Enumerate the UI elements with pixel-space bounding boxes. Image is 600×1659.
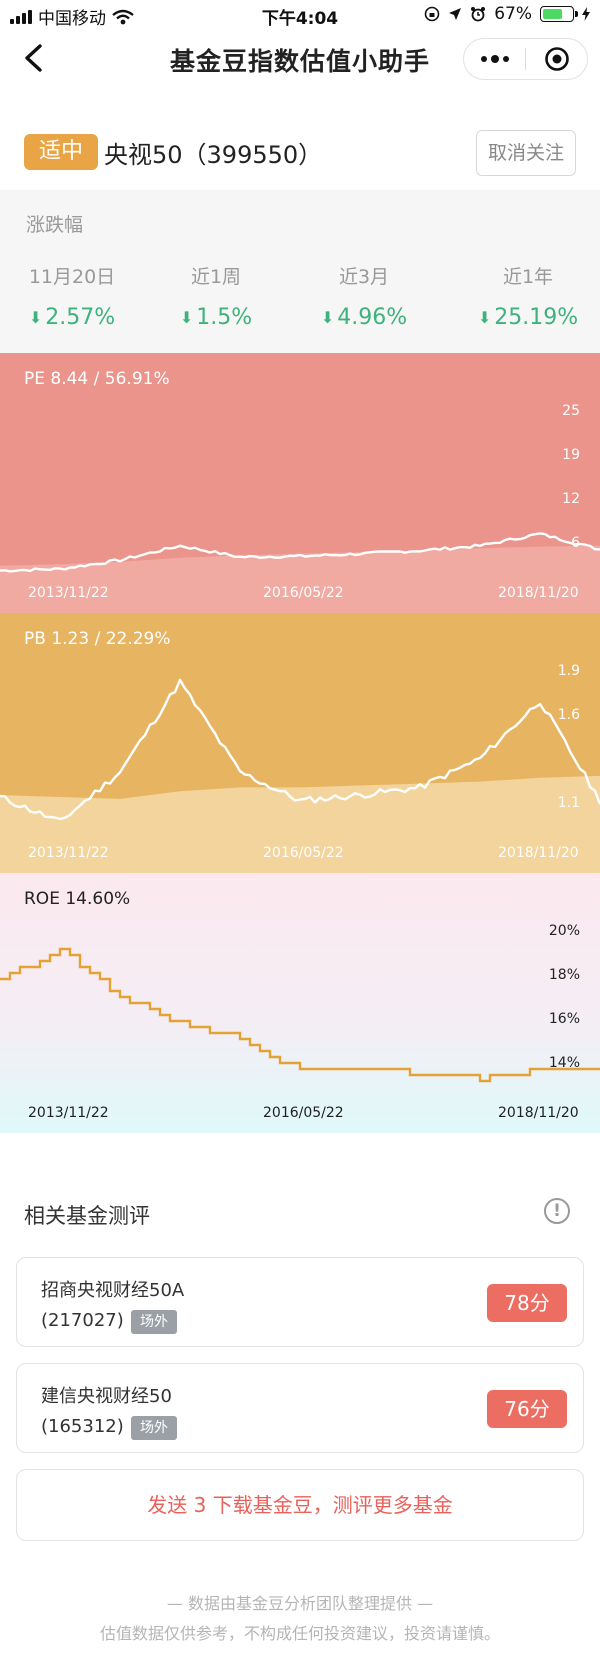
roe-chart-svg xyxy=(0,873,600,1133)
change-value: 25.19% xyxy=(494,305,579,330)
change-value: 4.96% xyxy=(337,305,408,330)
arrow-down-icon: ⬇ xyxy=(179,308,194,327)
mid-valuation-band xyxy=(0,613,600,799)
series-line xyxy=(0,532,600,573)
change-period: 近1年 xyxy=(502,266,554,288)
change-value: 2.57% xyxy=(45,305,116,330)
pb-xtick: 2016/05/22 xyxy=(263,845,344,861)
pb-ytick: 1.6 xyxy=(557,707,580,723)
change-period: 近3月 xyxy=(338,266,390,288)
signal-icon xyxy=(10,9,32,24)
fund-name: 招商央视财经50A xyxy=(41,1280,185,1301)
fund-tag: 场外 xyxy=(131,1310,177,1334)
location-icon xyxy=(449,8,462,20)
change-panel: 涨跌幅 11月20日 ⬇ 2.57% 近1周 ⬇ 1.5% 近3月 ⬇ 4.96% 近… xyxy=(0,190,600,353)
pb-xtick: 2018/11/20 xyxy=(498,845,579,861)
valuation-badge: 适中 xyxy=(24,134,98,170)
charging-icon xyxy=(582,7,590,21)
close-miniprogram-button[interactable] xyxy=(526,39,587,79)
page-title: 基金豆指数估值小助手 xyxy=(169,47,430,76)
battery-percent: 67% xyxy=(494,4,532,24)
index-header: 适中 央视50（399550） 取消关注 xyxy=(0,130,600,180)
chart-background xyxy=(0,873,600,1133)
pe-xtick: 2016/05/22 xyxy=(263,585,344,601)
change-item: 近3月 ⬇ 4.96% xyxy=(294,262,434,330)
pe-chart-svg xyxy=(0,353,600,613)
pe-ytick: 12 xyxy=(562,491,580,507)
pb-xtick: 2013/11/22 xyxy=(28,845,109,861)
change-period: 11月20日 xyxy=(28,266,116,288)
arrow-down-icon: ⬇ xyxy=(477,308,492,327)
share-download-button[interactable]: 发送 3 下载基金豆，测评更多基金 xyxy=(16,1469,584,1541)
series-line xyxy=(0,947,600,1083)
pe-ytick: 25 xyxy=(562,403,580,419)
arrow-down-icon: ⬇ xyxy=(320,308,335,327)
change-period: 近1周 xyxy=(190,266,242,288)
fund-score: 76分 xyxy=(487,1390,567,1428)
change-item: 近1年 ⬇ 25.19% xyxy=(458,262,598,330)
fund-code: (165312) xyxy=(41,1416,124,1437)
change-item: 近1周 ⬇ 1.5% xyxy=(146,262,286,330)
lock-rotation-icon xyxy=(424,6,440,22)
target-icon xyxy=(544,47,569,71)
roe-chart-label: ROE 14.60% xyxy=(24,889,131,909)
roe-chart: ROE 14.60% 20% 18% 16% 14% 2013/11/22 20… xyxy=(0,873,600,1133)
back-icon[interactable] xyxy=(14,38,54,78)
fund-card[interactable]: 招商央视财经50A (217027) 场外 78分 xyxy=(16,1257,584,1347)
pb-chart-svg xyxy=(0,613,600,873)
fund-card[interactable]: 建信央视财经50 (165312) 场外 76分 xyxy=(16,1363,584,1453)
roe-ytick: 14% xyxy=(548,1055,580,1071)
pe-xtick: 2018/11/20 xyxy=(498,585,579,601)
arrow-down-icon: ⬇ xyxy=(28,308,43,327)
roe-ytick: 16% xyxy=(548,1011,580,1027)
pe-chart-label: PE 8.44 / 56.91% xyxy=(24,369,170,389)
pb-ytick: 1.9 xyxy=(557,663,580,679)
pe-chart: PE 8.44 / 56.91% 25 19 12 6 2013/11/22 2… xyxy=(0,353,600,613)
pe-ytick: 19 xyxy=(562,447,580,463)
status-bar: 中国移动 下午4:04 67% xyxy=(0,0,600,30)
index-name: 央视50（399550） xyxy=(104,141,323,169)
change-label: 涨跌幅 xyxy=(26,214,84,236)
fund-score: 78分 xyxy=(487,1284,567,1322)
alarm-icon xyxy=(471,7,486,22)
roe-xtick: 2016/05/22 xyxy=(263,1105,344,1121)
roe-ytick: 20% xyxy=(548,923,580,939)
more-button[interactable] xyxy=(464,39,525,79)
fund-name: 建信央视财经50 xyxy=(41,1386,172,1407)
unfollow-button[interactable]: 取消关注 xyxy=(476,130,576,176)
miniprogram-capsule xyxy=(463,38,588,80)
footer-disclaimer: 估值数据仅供参考，不构成任何投资建议，投资请谨慎。 xyxy=(99,1624,500,1643)
roe-ytick: 18% xyxy=(548,967,580,983)
funds-section-title: 相关基金测评 xyxy=(24,1204,150,1228)
change-value: 1.5% xyxy=(196,305,253,330)
pb-chart: PB 1.23 / 22.29% 1.9 1.6 1.1 2013/11/22 … xyxy=(0,613,600,873)
roe-xtick: 2013/11/22 xyxy=(28,1105,109,1121)
info-icon[interactable]: ! xyxy=(544,1198,570,1224)
pe-xtick: 2013/11/22 xyxy=(28,585,109,601)
wifi-icon xyxy=(112,9,134,24)
footer-source: — 数据由基金豆分析团队整理提供 — xyxy=(166,1594,434,1613)
pb-ytick: 1.1 xyxy=(557,795,580,811)
mid-valuation-band xyxy=(0,353,600,566)
capsule-divider xyxy=(525,48,526,70)
pb-chart-label: PB 1.23 / 22.29% xyxy=(24,629,171,649)
change-item: 11月20日 ⬇ 2.57% xyxy=(2,262,142,330)
carrier-label: 中国移动 xyxy=(38,9,106,29)
fund-tag: 场外 xyxy=(131,1416,177,1440)
clock-label: 下午4:04 xyxy=(261,9,339,29)
battery-icon xyxy=(540,6,578,22)
series-line xyxy=(0,678,600,821)
fund-code: (217027) xyxy=(41,1310,124,1331)
pe-ytick: 6 xyxy=(571,535,580,551)
nav-bar: 基金豆指数估值小助手 xyxy=(0,30,600,90)
roe-xtick: 2018/11/20 xyxy=(498,1105,579,1121)
